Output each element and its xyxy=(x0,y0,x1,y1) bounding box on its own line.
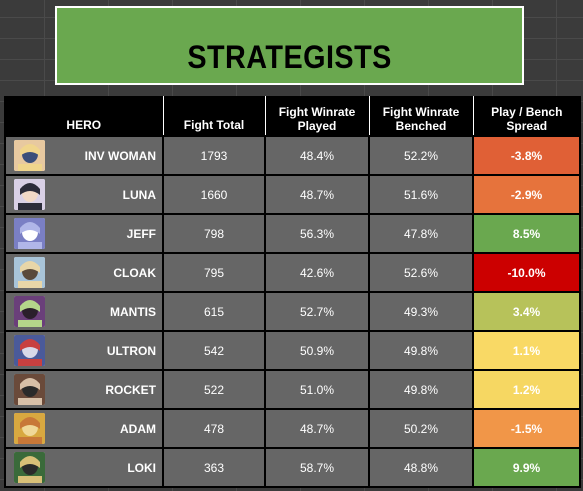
ultron-portrait-icon xyxy=(14,335,45,366)
fight-total-cell: 1660 xyxy=(162,174,266,215)
jeff-the-land-shark-portrait-icon xyxy=(14,218,45,249)
hero-name: ULTRON xyxy=(106,343,156,358)
hero-cell: JEFF xyxy=(4,213,164,254)
fight-total-cell: 542 xyxy=(162,330,266,371)
hero-name: ADAM xyxy=(120,421,156,436)
winrate-benched-cell: 52.2% xyxy=(368,135,474,176)
spread-cell: 1.2% xyxy=(472,369,581,410)
invisible-woman-portrait-icon xyxy=(14,140,45,171)
spread-cell: 3.4% xyxy=(472,291,581,332)
winrate-played-cell: 50.9% xyxy=(264,330,370,371)
hero-cell: ROCKET xyxy=(4,369,164,410)
table-row: CLOAK 795 42.6% 52.6% -10.0% xyxy=(4,252,581,293)
spread-cell: -3.8% xyxy=(472,135,581,176)
hero-cell: INV WOMAN xyxy=(4,135,164,176)
fight-total-cell: 798 xyxy=(162,213,266,254)
mantis-portrait-icon xyxy=(14,296,45,327)
winrate-benched-cell: 52.6% xyxy=(368,252,474,293)
spread-cell: 1.1% xyxy=(472,330,581,371)
hero-stats-table: HERO Fight Total Fight Winrate Played Fi… xyxy=(4,96,581,488)
rocket-raccoon-portrait-icon xyxy=(14,374,45,405)
hero-name: LOKI xyxy=(127,460,156,475)
winrate-played-cell: 56.3% xyxy=(264,213,370,254)
fight-total-cell: 615 xyxy=(162,291,266,332)
winrate-played-cell: 48.7% xyxy=(264,174,370,215)
column-header-winrate-played[interactable]: Fight Winrate Played xyxy=(265,96,370,136)
hero-cell: CLOAK xyxy=(4,252,164,293)
winrate-played-cell: 48.7% xyxy=(264,408,370,449)
hero-cell: LOKI xyxy=(4,447,164,488)
winrate-played-cell: 52.7% xyxy=(264,291,370,332)
hero-cell: ADAM xyxy=(4,408,164,449)
hero-cell: MANTIS xyxy=(4,291,164,332)
hero-cell: ULTRON xyxy=(4,330,164,371)
fight-total-cell: 1793 xyxy=(162,135,266,176)
winrate-benched-cell: 49.3% xyxy=(368,291,474,332)
spread-cell: -10.0% xyxy=(472,252,581,293)
table-header-row: HERO Fight Total Fight Winrate Played Fi… xyxy=(5,96,580,136)
table-row: LOKI 363 58.7% 48.8% 9.9% xyxy=(4,447,581,488)
table-row: JEFF 798 56.3% 47.8% 8.5% xyxy=(4,213,581,254)
column-header-winrate-benched[interactable]: Fight Winrate Benched xyxy=(369,96,474,136)
page-title: STRATEGISTS xyxy=(187,39,392,75)
column-header-hero[interactable]: HERO xyxy=(5,96,164,136)
hero-name: LUNA xyxy=(122,187,156,202)
hero-cell: LUNA xyxy=(4,174,164,215)
hero-name: CLOAK xyxy=(113,265,156,280)
winrate-played-cell: 48.4% xyxy=(264,135,370,176)
adam-warlock-portrait-icon xyxy=(14,413,45,444)
hero-name: INV WOMAN xyxy=(84,148,156,163)
table-row: INV WOMAN 1793 48.4% 52.2% -3.8% xyxy=(4,135,581,176)
fight-total-cell: 522 xyxy=(162,369,266,410)
table-row: ULTRON 542 50.9% 49.8% 1.1% xyxy=(4,330,581,371)
fight-total-cell: 795 xyxy=(162,252,266,293)
hero-name: JEFF xyxy=(126,226,156,241)
winrate-played-cell: 51.0% xyxy=(264,369,370,410)
winrate-benched-cell: 49.8% xyxy=(368,330,474,371)
spread-cell: -2.9% xyxy=(472,174,581,215)
table-row: LUNA 1660 48.7% 51.6% -2.9% xyxy=(4,174,581,215)
fight-total-cell: 478 xyxy=(162,408,266,449)
table-row: ROCKET 522 51.0% 49.8% 1.2% xyxy=(4,369,581,410)
spread-cell: -1.5% xyxy=(472,408,581,449)
hero-name: MANTIS xyxy=(110,304,156,319)
title-banner: STRATEGISTS xyxy=(55,6,524,85)
winrate-played-cell: 42.6% xyxy=(264,252,370,293)
hero-name: ROCKET xyxy=(105,382,156,397)
winrate-benched-cell: 50.2% xyxy=(368,408,474,449)
winrate-benched-cell: 47.8% xyxy=(368,213,474,254)
loki-portrait-icon xyxy=(14,452,45,483)
winrate-benched-cell: 51.6% xyxy=(368,174,474,215)
cloak-and-dagger-portrait-icon xyxy=(14,257,45,288)
column-header-spread[interactable]: Play / Bench Spread xyxy=(473,96,580,136)
table-row: MANTIS 615 52.7% 49.3% 3.4% xyxy=(4,291,581,332)
table-row: ADAM 478 48.7% 50.2% -1.5% xyxy=(4,408,581,449)
winrate-benched-cell: 48.8% xyxy=(368,447,474,488)
luna-snow-portrait-icon xyxy=(14,179,45,210)
fight-total-cell: 363 xyxy=(162,447,266,488)
spread-cell: 8.5% xyxy=(472,213,581,254)
column-header-fight-total[interactable]: Fight Total xyxy=(163,96,266,136)
spread-cell: 9.9% xyxy=(472,447,581,488)
winrate-benched-cell: 49.8% xyxy=(368,369,474,410)
winrate-played-cell: 58.7% xyxy=(264,447,370,488)
